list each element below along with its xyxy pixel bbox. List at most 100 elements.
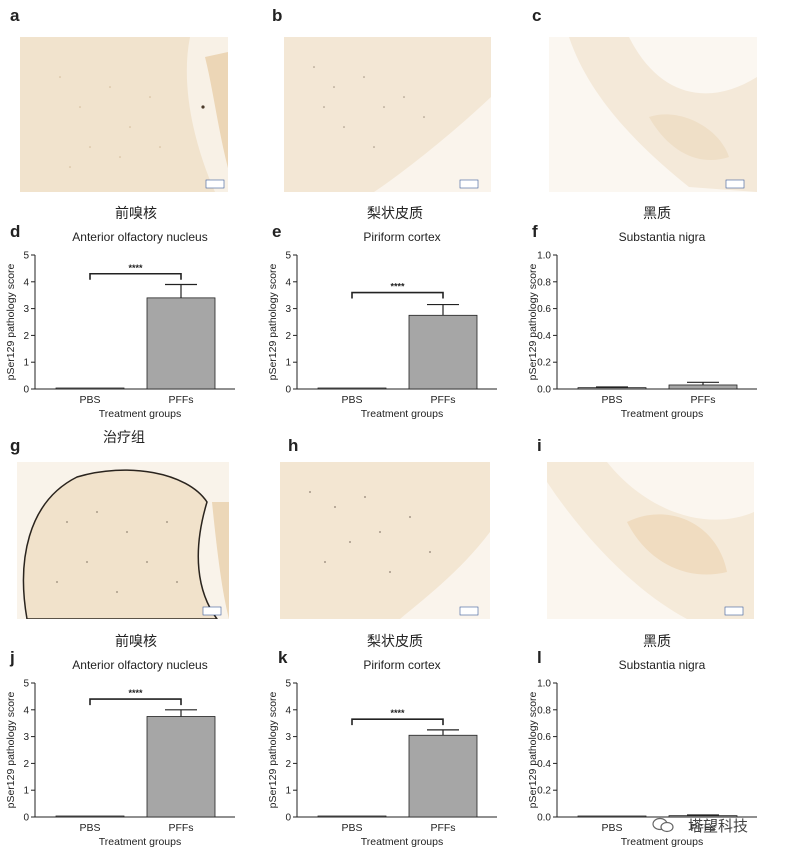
y-tick-label: 2 xyxy=(23,759,29,770)
chart-title: Piriform cortex xyxy=(363,658,440,672)
panel-label-a: a xyxy=(10,6,20,25)
significance-bracket xyxy=(351,718,444,726)
bar-pffs xyxy=(668,815,738,818)
y-axis-label: pSer129 pathology score xyxy=(527,691,539,808)
y-tick-label: 3 xyxy=(23,732,29,743)
bar-pffs xyxy=(668,384,738,390)
panel-label-g: g xyxy=(10,436,21,455)
significance-bracket xyxy=(351,291,444,299)
y-tick-label: 5 xyxy=(285,251,291,262)
chart-title: Anterior olfactory nucleus xyxy=(72,658,207,672)
treatment-group-label: 治疗组 xyxy=(103,430,145,446)
y-axis-label: pSer129 pathology score xyxy=(5,263,17,380)
panel-label-b: b xyxy=(272,6,283,25)
bar-pbs xyxy=(577,815,647,818)
significance-bracket xyxy=(89,698,182,706)
chart-title: Substantia nigra xyxy=(619,230,706,244)
chart-svg-f: Substantia nigra 0.0 0.2 0.4 0.6 0.8 1.0pSer12… xyxy=(527,230,757,420)
y-tick-label: 5 xyxy=(285,679,291,690)
y-tick-label: 0.4 xyxy=(537,759,551,770)
bar-pbs xyxy=(55,387,125,390)
region-title-b: 梨状皮质 xyxy=(367,206,423,222)
panel-label-k: k xyxy=(278,648,288,667)
y-tick-label: 1 xyxy=(23,358,29,369)
region-title-a: 前嗅核 xyxy=(115,206,157,222)
chart-title: Piriform cortex xyxy=(363,230,440,244)
y-tick-label: 4 xyxy=(23,705,29,716)
region-title-k: 梨状皮质 xyxy=(367,634,423,650)
bar-pbs xyxy=(317,815,387,818)
panel-label-d: d xyxy=(10,222,21,241)
chart-svg-e: Piriform cortex 0 1 2 3 4 5 pSer129 pathology s… xyxy=(267,230,497,420)
panel-label-j: j xyxy=(10,648,15,667)
panel-label-c: c xyxy=(532,6,542,25)
x-axis-label: Treatment groups xyxy=(361,408,443,420)
x-axis-label: Treatment groups xyxy=(621,408,703,420)
panel-label-h: h xyxy=(288,436,299,455)
y-tick-label: 0 xyxy=(23,813,29,824)
micrograph-b xyxy=(284,37,491,192)
x-tick-label: PBS xyxy=(601,394,622,406)
y-tick-label: 0.2 xyxy=(537,786,551,797)
chart-title: Anterior olfactory nucleus xyxy=(72,230,207,244)
y-tick-label: 0.8 xyxy=(537,277,551,288)
micrograph-a xyxy=(20,37,228,192)
x-axis-label: Treatment groups xyxy=(99,836,181,848)
significance-label: **** xyxy=(128,263,143,273)
y-tick-label: 2 xyxy=(285,759,291,770)
micrograph-h xyxy=(280,462,490,619)
bar-pffs xyxy=(408,314,478,390)
x-tick-label: PBS xyxy=(341,822,362,834)
x-axis-label: Treatment groups xyxy=(361,836,443,848)
y-tick-label: 0.6 xyxy=(537,732,551,743)
y-tick-label: 3 xyxy=(285,732,291,743)
significance-label: **** xyxy=(128,688,143,698)
panel-label-l: l xyxy=(537,648,542,667)
y-tick-label: 0.6 xyxy=(537,304,551,315)
region-title-c: 黑质 xyxy=(643,206,671,222)
chart-svg-j: Anterior olfactory nucleus 0 1 2 3 4 5 pSer129 … xyxy=(5,658,235,848)
x-axis-label: Treatment groups xyxy=(621,836,703,848)
y-tick-label: 0 xyxy=(285,813,291,824)
y-axis-label: pSer129 pathology score xyxy=(527,263,539,380)
chart-e: Piriform cortex 0 1 2 3 4 5 pSer129 pathology s… xyxy=(262,228,512,428)
y-tick-label: 4 xyxy=(285,705,291,716)
chart-f: Substantia nigra 0.0 0.2 0.4 0.6 0.8 1.0 pSer12… xyxy=(522,228,772,428)
x-tick-label: PFFs xyxy=(430,822,455,834)
x-tick-label: PBS xyxy=(79,394,100,406)
significance-bracket xyxy=(89,272,182,280)
micrograph-g xyxy=(17,462,229,619)
panel-label-e: e xyxy=(272,222,282,241)
chart-l: Substantia nigra 0.0 0.2 0.4 0.6 0.8 1.0 pSer12… xyxy=(522,656,772,856)
wechat-icon xyxy=(652,817,674,833)
y-tick-label: 3 xyxy=(23,304,29,315)
chart-svg-d: Anterior olfactory nucleus 0 1 2 3 4 5 pSer129 … xyxy=(5,230,235,420)
bar-pffs xyxy=(146,297,216,390)
y-tick-label: 1 xyxy=(285,358,291,369)
significance-label: **** xyxy=(390,708,405,718)
x-tick-label: PBS xyxy=(341,394,362,406)
y-tick-label: 3 xyxy=(285,304,291,315)
bar-pffs xyxy=(146,716,216,818)
region-title-j: 前嗅核 xyxy=(115,634,157,650)
x-tick-label: PBS xyxy=(601,822,622,834)
chart-title: Substantia nigra xyxy=(619,658,706,672)
region-title-l: 黑质 xyxy=(643,634,671,650)
chart-j: Anterior olfactory nucleus 0 1 2 3 4 5 pSer129 … xyxy=(0,656,250,856)
chart-svg-k: Piriform cortex 0 1 2 3 4 5 pSer129 pathology s… xyxy=(267,658,497,848)
bar-pbs xyxy=(317,387,387,390)
y-tick-label: 0.0 xyxy=(537,813,551,824)
y-tick-label: 2 xyxy=(285,331,291,342)
x-tick-label: PFFs xyxy=(690,394,715,406)
y-tick-label: 1 xyxy=(23,786,29,797)
x-tick-label: PFFs xyxy=(168,394,193,406)
y-axis-label: pSer129 pathology score xyxy=(267,691,279,808)
y-tick-label: 4 xyxy=(285,277,291,288)
y-tick-label: 0.8 xyxy=(537,705,551,716)
y-tick-label: 2 xyxy=(23,331,29,342)
y-tick-label: 1.0 xyxy=(537,251,551,262)
micrograph-i xyxy=(547,462,754,619)
chart-k: Piriform cortex 0 1 2 3 4 5 pSer129 pathology s… xyxy=(262,656,512,856)
y-tick-label: 0.0 xyxy=(537,385,551,396)
y-axis-label: pSer129 pathology score xyxy=(5,691,17,808)
